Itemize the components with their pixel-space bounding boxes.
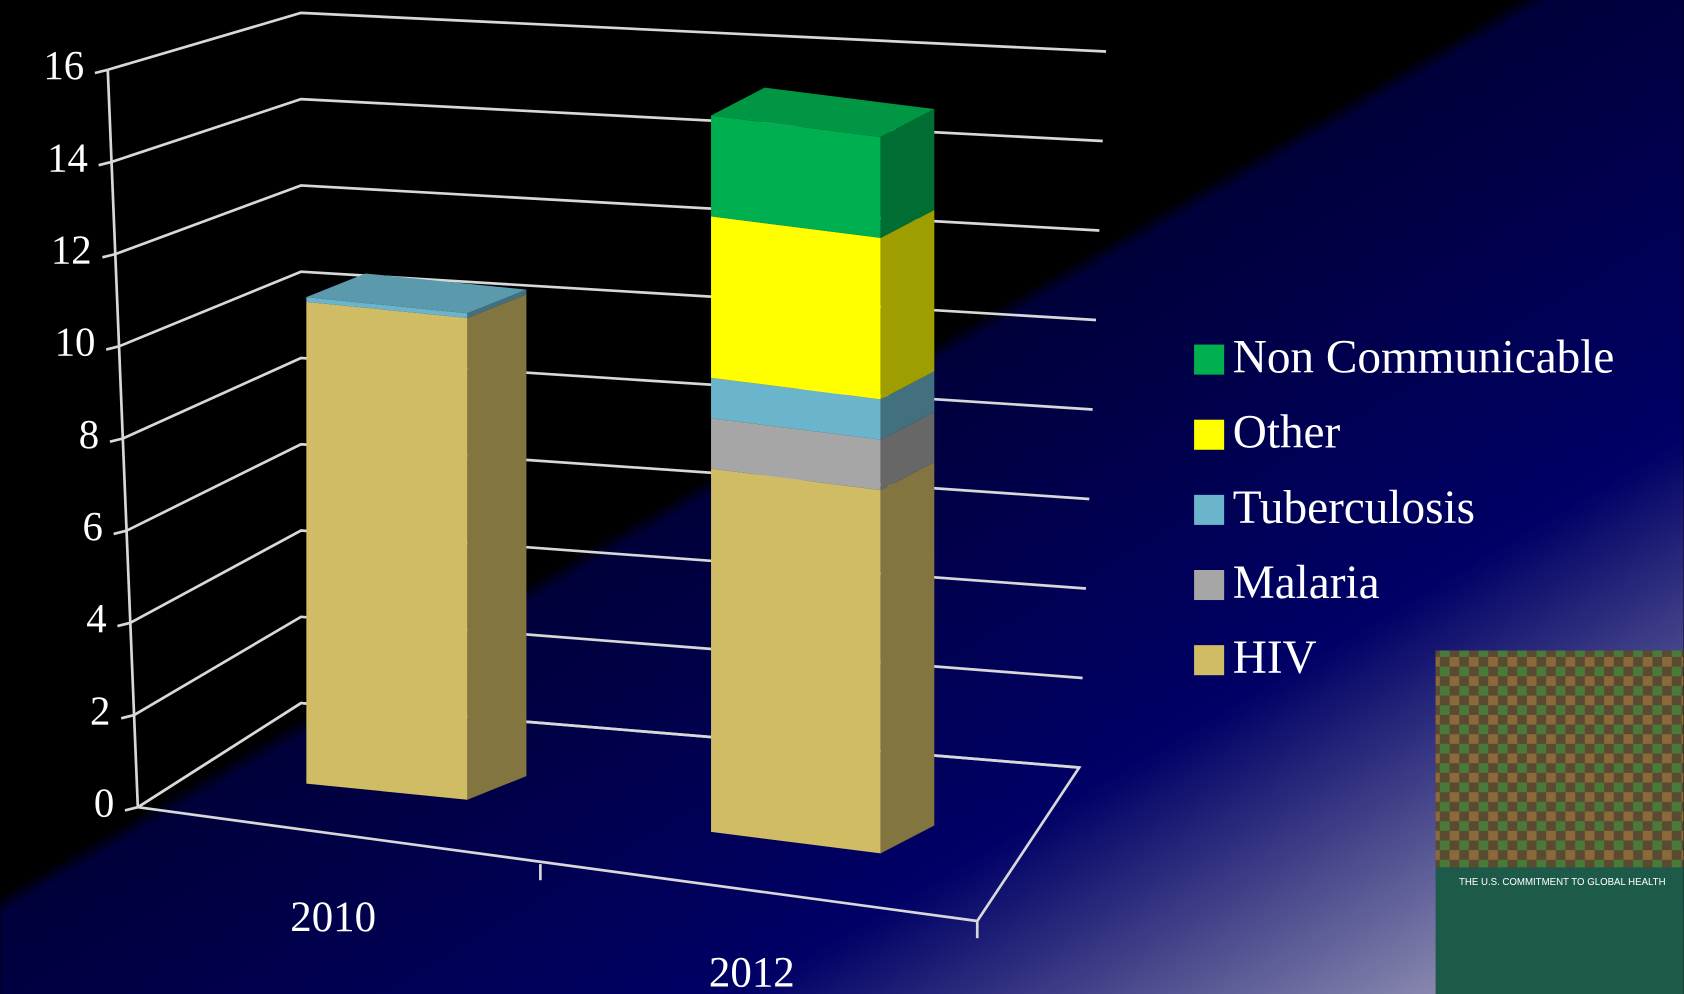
bar-top [306,273,527,314]
legend-swatch [1194,494,1225,525]
bar-stack [306,273,527,800]
x-tick-label: 2010 [290,894,376,941]
bar-segment [711,468,881,854]
bar-segment [711,418,881,491]
tick-mark [105,345,120,351]
legend-label: Other [1233,407,1341,459]
legend-swatch [1194,344,1225,375]
legend-label: Non Communicable [1233,332,1615,384]
book-cover: THE U.S. COMMITMENT TO GLOBAL HEALTH [1435,650,1684,994]
tick-mark [94,68,109,75]
bar-segment [711,216,881,400]
y-tick-label: 0 [94,781,114,826]
bar-segment [306,301,468,800]
tick-mark [124,805,139,812]
bar-side [880,462,935,854]
y-tick-label: 8 [79,412,99,457]
y-tick-label: 12 [51,227,92,272]
bar-top [711,87,935,137]
bar-side [467,294,527,800]
bar-side [880,109,935,238]
bar-segment [711,115,881,238]
y-tick-label: 16 [43,43,84,88]
x-tick-label: 2012 [709,950,795,994]
bar-stack [711,87,935,854]
cover-title: THE U.S. COMMITMENT TO GLOBAL HEALTH [1459,877,1666,888]
legend-swatch [1194,419,1225,450]
y-tick-label: 6 [83,504,103,549]
tick-mark [120,713,135,720]
y-tick-label: 14 [47,135,88,180]
bar-side [880,209,935,400]
legend-label: Tuberculosis [1233,482,1475,534]
cover-photos [1435,650,1684,868]
bar-side [880,411,935,491]
legend-label: Malaria [1233,557,1380,609]
bar-segment [711,377,881,440]
tick-mark [109,437,124,444]
tick-mark [98,160,112,167]
y-tick-label: 4 [86,596,106,641]
tick-mark [113,529,127,536]
tick-mark [102,252,116,259]
y-tick-label: 10 [55,320,96,365]
bar-side [467,289,527,318]
legend-swatch [1194,645,1225,676]
bar-segment [306,297,468,318]
legend-swatch [1194,569,1225,601]
bar-side [880,371,935,440]
tick-mark [117,621,131,628]
grid-line [107,11,1107,72]
y-tick-label: 2 [90,688,110,733]
legend-label: HIV [1233,632,1317,684]
